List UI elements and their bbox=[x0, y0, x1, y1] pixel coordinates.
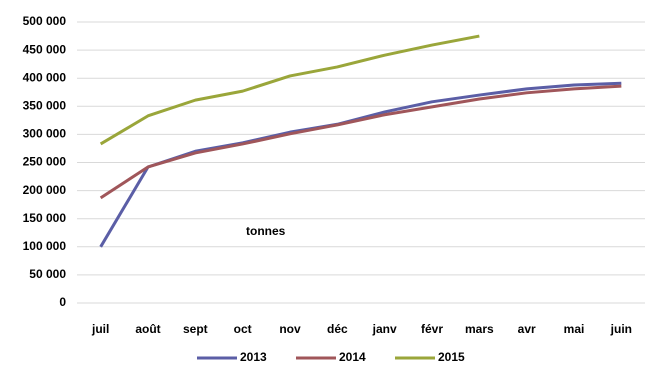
y-tick-label: 450 000 bbox=[23, 42, 67, 56]
legend-label: 2013 bbox=[240, 350, 267, 364]
x-tick-label: sept bbox=[183, 322, 208, 336]
y-tick-label: 300 000 bbox=[23, 127, 67, 141]
y-tick-label: 200 000 bbox=[23, 183, 67, 197]
y-tick-label: 150 000 bbox=[23, 211, 67, 225]
legend-label: 2015 bbox=[438, 350, 465, 364]
y-tick-label: 0 bbox=[59, 295, 66, 309]
y-tick-label: 100 000 bbox=[23, 239, 67, 253]
x-tick-label: déc bbox=[327, 322, 348, 336]
series-line bbox=[99, 81, 622, 248]
y-tick-label: 500 000 bbox=[23, 14, 67, 28]
series-line bbox=[99, 34, 480, 146]
x-tick-label: avr bbox=[518, 322, 536, 336]
annotation: tonnes bbox=[246, 224, 286, 238]
x-tick-label: janv bbox=[372, 322, 397, 336]
x-tick-label: oct bbox=[234, 322, 252, 336]
y-tick-label: 400 000 bbox=[23, 70, 67, 84]
legend-label: 2014 bbox=[339, 350, 366, 364]
x-tick-label: juil bbox=[91, 322, 109, 336]
x-tick-label: mars bbox=[465, 322, 494, 336]
y-tick-label: 250 000 bbox=[23, 155, 67, 169]
y-tick-label: 350 000 bbox=[23, 98, 67, 112]
series-line bbox=[99, 84, 622, 200]
x-tick-label: nov bbox=[279, 322, 301, 336]
x-tick-label: mai bbox=[564, 322, 585, 336]
y-tick-label: 50 000 bbox=[29, 267, 66, 281]
x-tick-label: août bbox=[135, 322, 160, 336]
x-tick-label: févr bbox=[421, 322, 443, 336]
x-tick-label: juin bbox=[610, 322, 632, 336]
